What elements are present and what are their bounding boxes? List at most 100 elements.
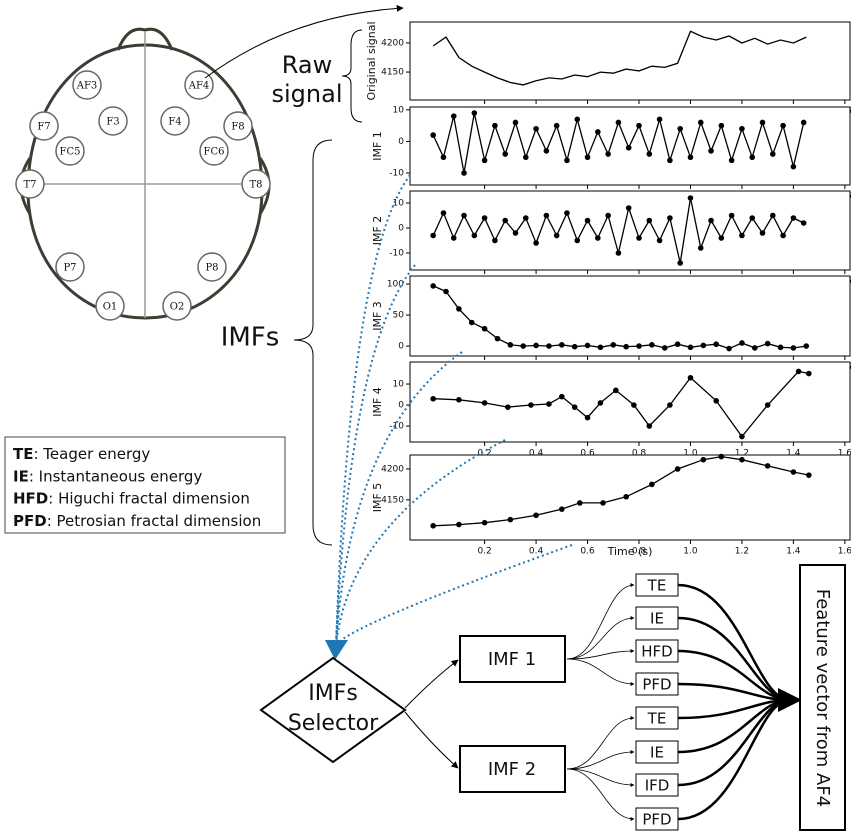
extremum-marker	[605, 213, 611, 219]
extremum-marker	[675, 466, 681, 472]
selector-label: Selector	[288, 711, 379, 736]
extremum-marker	[546, 343, 552, 349]
y-tick-label: 4150	[381, 68, 404, 78]
extremum-marker	[605, 151, 611, 157]
electrode-label: F4	[168, 117, 181, 128]
extremum-marker	[559, 342, 565, 348]
extremum-marker	[636, 235, 642, 241]
feature-label: HFD	[641, 643, 672, 661]
x-tick-label: 0.2	[477, 547, 491, 557]
extremum-marker	[595, 235, 601, 241]
extremum-marker	[729, 158, 735, 164]
electrode-label: O1	[103, 302, 118, 313]
extremum-marker	[765, 463, 771, 469]
extremum-marker	[528, 402, 534, 408]
y-tick-label: 100	[387, 280, 404, 290]
extremum-marker	[726, 346, 732, 352]
extremum-marker	[585, 415, 591, 421]
extremum-marker	[770, 213, 776, 219]
extremum-marker	[778, 345, 784, 351]
extremum-marker	[544, 148, 550, 154]
extremum-marker	[482, 520, 488, 526]
feature-label: IE	[650, 744, 664, 762]
extremum-marker	[675, 341, 681, 347]
extremum-marker	[482, 158, 488, 164]
x-tick-label: 1.4	[786, 547, 801, 557]
extremum-marker	[482, 400, 488, 406]
extremum-marker	[636, 123, 642, 129]
extremum-marker	[801, 120, 807, 126]
extremum-marker	[585, 154, 591, 160]
extremum-marker	[688, 154, 694, 160]
extremum-marker	[739, 340, 745, 346]
extremum-marker	[708, 218, 714, 224]
legend-entry: IE: Instantaneous energy	[13, 467, 202, 485]
extremum-marker	[698, 245, 704, 251]
y-tick-label: 4200	[381, 464, 404, 474]
extremum-marker	[760, 120, 766, 126]
y-axis-label: Original signal	[365, 21, 378, 100]
extremum-marker	[713, 341, 719, 347]
y-tick-label: -10	[389, 169, 404, 179]
extremum-marker	[791, 164, 797, 170]
feature-link	[567, 752, 634, 769]
extremum-marker	[523, 154, 529, 160]
extremum-marker	[502, 151, 508, 157]
extremum-marker	[598, 345, 604, 351]
legend-text: : Instantaneous energy	[29, 467, 203, 485]
extremum-marker	[739, 233, 745, 239]
plot-frame	[410, 455, 850, 540]
legend-abbr: PFD	[13, 511, 47, 529]
extremum-marker	[616, 250, 622, 256]
extremum-marker	[739, 434, 745, 440]
x-axis-label: Time (s)	[607, 545, 653, 558]
raw-signal-label: signal	[272, 80, 343, 108]
y-tick-label: 0	[398, 137, 404, 147]
extremum-marker	[492, 123, 498, 129]
extremum-marker	[806, 371, 812, 377]
selector-label: IMFs	[308, 681, 358, 706]
feature-label: PFD	[642, 811, 671, 829]
output-link	[678, 585, 790, 700]
extremum-marker	[513, 230, 519, 236]
extremum-marker	[623, 344, 629, 350]
legend-text: : Teager energy	[33, 445, 150, 463]
extremum-marker	[502, 218, 508, 224]
electrode-label: P7	[63, 263, 76, 274]
extremum-marker	[780, 233, 786, 239]
extremum-marker	[482, 326, 488, 332]
electrode-label: F8	[231, 122, 244, 133]
extremum-marker	[749, 154, 755, 160]
x-tick-label: 0.6	[580, 547, 595, 557]
legend-entry: PFD: Petrosian fractal dimension	[13, 511, 261, 529]
legend-entry: HFD: Higuchi fractal dimension	[13, 489, 250, 507]
extremum-marker	[585, 343, 591, 349]
legend-abbr: HFD	[13, 489, 48, 507]
plot-frame	[410, 191, 850, 270]
extremum-marker	[492, 238, 498, 244]
extremum-marker	[451, 235, 457, 241]
extremum-marker	[796, 369, 802, 375]
feature-label: IFD	[645, 777, 670, 795]
feature-label: PFD	[642, 676, 671, 694]
extremum-marker	[461, 170, 467, 176]
imfs-label: IMFs	[221, 323, 280, 353]
x-tick-label: 0.4	[529, 547, 544, 557]
extremum-marker	[564, 210, 570, 216]
extremum-marker	[780, 123, 786, 129]
extremum-marker	[749, 215, 755, 221]
extremum-marker	[613, 388, 619, 394]
extremum-marker	[469, 320, 475, 326]
y-tick-label: 0	[398, 401, 404, 411]
electrode-label: FC5	[60, 147, 81, 158]
diagram: AF3AF4F7F3F4F8FC5FC6T7T8P7P8O1O2Rawsigna…	[0, 0, 851, 834]
feature-label: TE	[647, 710, 667, 728]
extremum-marker	[701, 457, 707, 463]
extremum-marker	[719, 235, 725, 241]
extremum-marker	[554, 123, 560, 129]
output-arrowhead	[778, 688, 802, 712]
extremum-marker	[667, 158, 673, 164]
extremum-marker	[649, 342, 655, 348]
legend-text: : Higuchi fractal dimension	[48, 489, 250, 507]
plot-frame	[410, 22, 850, 100]
